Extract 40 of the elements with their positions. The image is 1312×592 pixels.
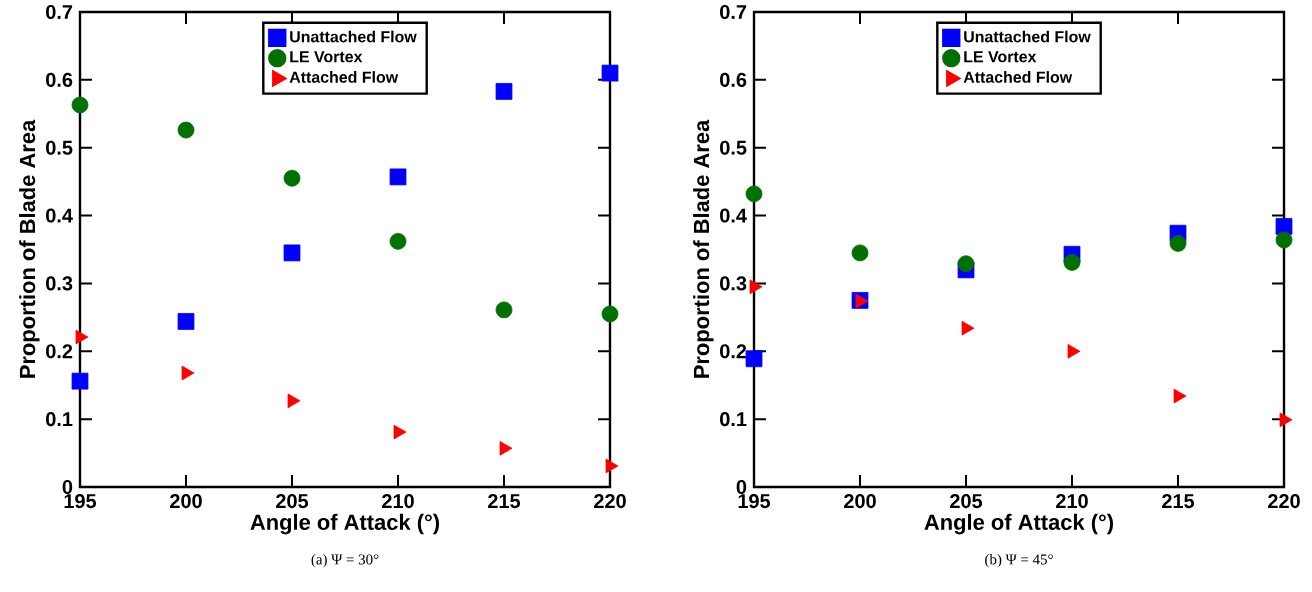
legend-label: Attached Flow	[289, 71, 399, 83]
y-tick-label: 0.1	[720, 412, 747, 427]
y-tick-label: 0.5	[720, 140, 747, 155]
y-tick-label: 0.6	[46, 72, 73, 87]
text: (a) Ψ = 30°	[311, 553, 379, 568]
y-tick-label: 0.1	[46, 412, 73, 427]
y-tick-label: 0.3	[46, 276, 73, 291]
text: (b) Ψ = 45°	[985, 553, 1053, 568]
y-tick-label: 0.7	[46, 4, 73, 20]
x-tick-label: 205	[950, 494, 983, 509]
y-tick-label: 0.4	[720, 208, 747, 223]
y-axis-title: Proportion of Blade Area	[19, 119, 40, 378]
x-tick-label: 195	[738, 494, 771, 509]
y-tick-label: 0.4	[46, 208, 73, 223]
legend-label: LE Vortex	[964, 51, 1037, 63]
y-tick-label: 0.6	[720, 72, 747, 87]
legend-label: Unattached Flow	[964, 30, 1091, 43]
x-tick-label: 205	[276, 494, 309, 509]
x-tick-label: 215	[1162, 494, 1195, 509]
x-tick-label: 200	[844, 494, 876, 509]
y-tick-label: 0.2	[46, 344, 73, 359]
y-tick-label: 0.7	[720, 4, 747, 20]
y-axis-title: Proportion of Blade Area	[693, 119, 714, 378]
x-tick-label: 220	[1268, 494, 1300, 509]
y-tick-label: 0	[62, 479, 73, 495]
y-tick-label: 0.2	[720, 344, 747, 359]
y-tick-label: 0.5	[46, 140, 73, 155]
legend-label: LE Vortex	[290, 51, 363, 63]
x-tick-label: 200	[170, 494, 202, 509]
x-tick-label: 210	[382, 494, 414, 509]
x-tick-label: 210	[1056, 494, 1088, 509]
y-tick-label: 0.3	[720, 276, 747, 291]
x-tick-label: 195	[64, 494, 97, 509]
legend-label: Attached Flow	[963, 71, 1073, 83]
x-tick-label: 220	[594, 494, 626, 509]
x-tick-label: 215	[488, 494, 521, 509]
x-axis-title: Angle of Attack (°)	[924, 513, 1114, 535]
x-axis-title: Angle of Attack (°)	[250, 513, 439, 535]
legend-label: Unattached Flow	[290, 30, 417, 43]
y-tick-label: 0	[736, 479, 747, 495]
